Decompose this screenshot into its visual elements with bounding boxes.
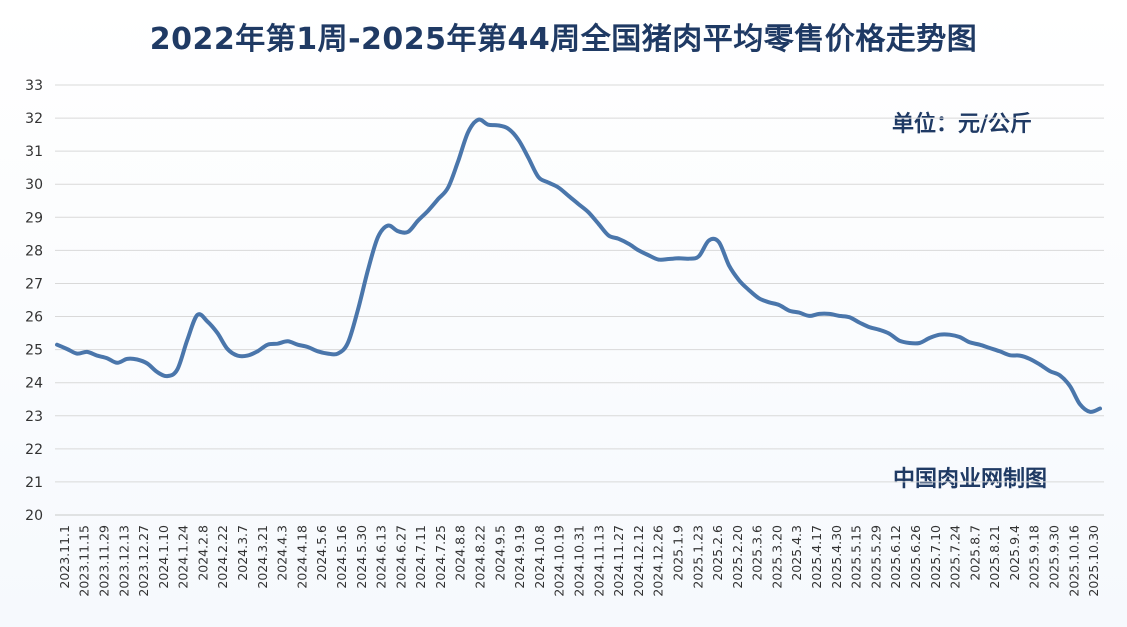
x-tick-label-19: 2024.7.25 — [433, 525, 448, 589]
x-tick-label-21: 2024.8.22 — [473, 525, 488, 589]
x-tick-label-40: 2025.5.15 — [849, 525, 864, 589]
x-tick-label-23: 2024.9.19 — [512, 525, 527, 589]
x-tick-label-31: 2025.1.9 — [670, 525, 685, 581]
x-tick-label-16: 2024.6.13 — [374, 525, 389, 589]
x-tick-label-35: 2025.3.6 — [750, 525, 765, 581]
x-tick-label-3: 2023.12.13 — [116, 525, 131, 597]
x-tick-label-17: 2024.6.27 — [393, 525, 408, 589]
x-tick-label-43: 2025.6.26 — [908, 525, 923, 589]
x-tick-label-20: 2024.8.8 — [453, 525, 468, 581]
y-tick-label-26: 26 — [25, 310, 43, 326]
x-tick-label-6: 2024.1.24 — [176, 525, 191, 589]
x-tick-label-18: 2024.7.11 — [413, 525, 428, 589]
x-tick-label-14: 2024.5.16 — [334, 525, 349, 589]
x-tick-label-41: 2025.5.29 — [868, 525, 883, 589]
x-tick-label-1: 2023.11.15 — [77, 525, 92, 597]
x-tick-label-7: 2024.2.8 — [195, 525, 210, 581]
x-tick-label-38: 2025.4.17 — [809, 525, 824, 589]
x-tick-label-0: 2023.11.1 — [57, 525, 72, 589]
x-tick-label-24: 2024.10.8 — [532, 525, 547, 589]
x-tick-label-47: 2025.8.21 — [987, 525, 1002, 589]
y-tick-label-22: 22 — [25, 442, 43, 458]
x-tick-label-42: 2025.6.12 — [888, 525, 903, 589]
y-tick-label-25: 25 — [25, 343, 43, 359]
x-tick-label-29: 2024.12.12 — [631, 525, 646, 597]
x-tick-label-39: 2025.4.30 — [829, 525, 844, 589]
price-series-line — [55, 117, 1102, 414]
x-tick-label-2: 2023.11.29 — [96, 525, 111, 597]
x-tick-label-37: 2025.4.3 — [789, 525, 804, 581]
y-tick-label-23: 23 — [25, 409, 43, 425]
x-tick-label-27: 2024.11.13 — [591, 525, 606, 597]
y-tick-label-30: 30 — [25, 177, 43, 193]
x-tick-label-25: 2024.10.19 — [552, 525, 567, 597]
x-tick-label-15: 2024.5.30 — [354, 525, 369, 589]
x-tick-label-11: 2024.4.3 — [275, 525, 290, 581]
x-tick-label-44: 2025.7.10 — [928, 525, 943, 589]
x-tick-label-10: 2024.3.21 — [255, 525, 270, 589]
y-tick-label-20: 20 — [25, 508, 43, 524]
y-tick-label-27: 27 — [25, 276, 43, 292]
x-tick-label-52: 2025.10.30 — [1086, 525, 1101, 597]
y-tick-label-21: 21 — [25, 475, 43, 491]
x-tick-label-50: 2025.9.30 — [1047, 525, 1062, 589]
x-tick-label-36: 2025.3.20 — [769, 525, 784, 589]
y-tick-label-28: 28 — [25, 243, 43, 259]
x-tick-label-26: 2024.10.31 — [572, 525, 587, 597]
chart-title: 2022年第1周-2025年第44周全国猪肉平均零售价格走势图 — [149, 22, 978, 57]
x-tick-label-4: 2023.12.27 — [136, 525, 151, 597]
x-tick-label-49: 2025.9.18 — [1027, 525, 1042, 589]
x-tick-label-48: 2025.9.4 — [1007, 525, 1022, 581]
x-tick-label-32: 2025.1.23 — [690, 525, 705, 589]
x-tick-label-30: 2024.12.26 — [651, 525, 666, 597]
x-tick-label-51: 2025.10.16 — [1066, 525, 1081, 597]
x-tick-label-5: 2024.1.10 — [156, 525, 171, 589]
unit-label: 单位：元/公斤 — [892, 112, 1033, 137]
x-tick-label-12: 2024.4.18 — [294, 525, 309, 589]
y-tick-label-24: 24 — [25, 376, 43, 392]
x-tick-label-8: 2024.2.22 — [215, 525, 230, 589]
x-tick-label-33: 2025.2.6 — [710, 525, 725, 581]
x-tick-label-46: 2025.8.7 — [967, 525, 982, 581]
y-tick-label-29: 29 — [25, 210, 43, 226]
y-tick-label-31: 31 — [25, 144, 43, 160]
x-tick-label-9: 2024.3.7 — [235, 525, 250, 581]
x-tick-label-28: 2024.11.27 — [611, 525, 626, 597]
x-tick-label-45: 2025.7.24 — [948, 525, 963, 589]
x-tick-label-34: 2025.2.20 — [730, 525, 745, 589]
x-tick-label-13: 2024.5.6 — [314, 525, 329, 581]
y-tick-label-33: 33 — [25, 78, 43, 94]
x-tick-label-22: 2024.9.5 — [492, 525, 507, 581]
source-label: 中国肉业网制图 — [893, 467, 1048, 492]
y-tick-label-32: 32 — [25, 111, 43, 127]
